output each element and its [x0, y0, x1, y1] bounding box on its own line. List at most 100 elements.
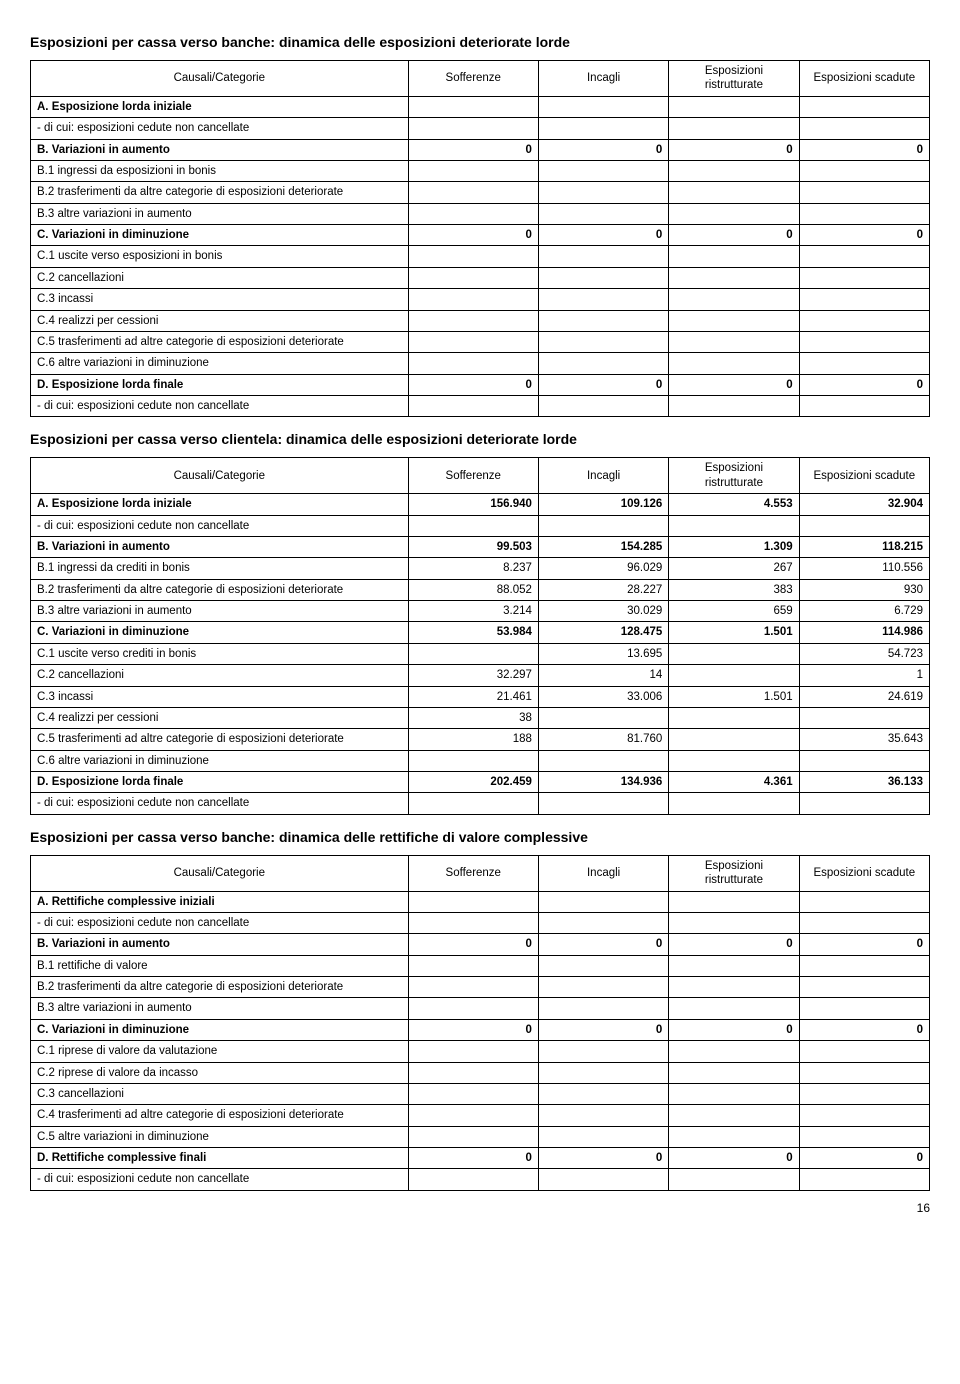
row-value [408, 515, 538, 536]
row-label: C.6 altre variazioni in diminuzione [31, 353, 409, 374]
row-value: 0 [408, 374, 538, 395]
row-value: 1.309 [669, 536, 799, 557]
table-row: C.3 cancellazioni [31, 1083, 930, 1104]
row-label: B.3 altre variazioni in aumento [31, 203, 409, 224]
row-value [799, 707, 929, 728]
row-value: 1.501 [669, 622, 799, 643]
row-value [669, 793, 799, 814]
table-row: B.1 ingressi da esposizioni in bonis [31, 160, 930, 181]
row-value [538, 912, 668, 933]
row-value: 202.459 [408, 772, 538, 793]
row-value [408, 1126, 538, 1147]
row-value [538, 707, 668, 728]
row-label: C.5 trasferimenti ad altre categorie di … [31, 331, 409, 352]
col-esp-ristrutturate: Esposizioni ristrutturate [669, 855, 799, 891]
row-value: 0 [538, 934, 668, 955]
row-value [799, 750, 929, 771]
row-value [669, 118, 799, 139]
row-value: 3.214 [408, 601, 538, 622]
row-value: 134.936 [538, 772, 668, 793]
col-esp-scadute: Esposizioni scadute [799, 458, 929, 494]
row-value [669, 1083, 799, 1104]
row-label: - di cui: esposizioni cedute non cancell… [31, 515, 409, 536]
row-value: 383 [669, 579, 799, 600]
col-causali: Causali/Categorie [31, 458, 409, 494]
row-value: 35.643 [799, 729, 929, 750]
row-label: - di cui: esposizioni cedute non cancell… [31, 118, 409, 139]
row-label: - di cui: esposizioni cedute non cancell… [31, 1169, 409, 1190]
row-value: 659 [669, 601, 799, 622]
row-value [408, 643, 538, 664]
row-value [669, 515, 799, 536]
row-value [799, 912, 929, 933]
row-value [408, 1041, 538, 1062]
table-row: A. Esposizione lorda iniziale [31, 96, 930, 117]
row-value [408, 118, 538, 139]
row-value: 0 [669, 225, 799, 246]
row-label: A. Rettifiche complessive iniziali [31, 891, 409, 912]
row-label: - di cui: esposizioni cedute non cancell… [31, 396, 409, 417]
table-row: C.2 cancellazioni [31, 267, 930, 288]
table-row: - di cui: esposizioni cedute non cancell… [31, 515, 930, 536]
row-label: B. Variazioni in aumento [31, 934, 409, 955]
row-label: C.3 incassi [31, 289, 409, 310]
col-sofferenze: Sofferenze [408, 458, 538, 494]
row-value [799, 310, 929, 331]
row-label: B.1 rettifiche di valore [31, 955, 409, 976]
row-label: C. Variazioni in diminuzione [31, 225, 409, 246]
row-label: C.4 realizzi per cessioni [31, 707, 409, 728]
row-value [669, 729, 799, 750]
col-causali: Causali/Categorie [31, 855, 409, 891]
row-label: C. Variazioni in diminuzione [31, 1019, 409, 1040]
row-value [538, 289, 668, 310]
row-value [538, 955, 668, 976]
row-label: - di cui: esposizioni cedute non cancell… [31, 912, 409, 933]
row-value [538, 1126, 668, 1147]
row-value: 53.984 [408, 622, 538, 643]
row-label: B.1 ingressi da esposizioni in bonis [31, 160, 409, 181]
row-value [799, 1083, 929, 1104]
row-value [538, 310, 668, 331]
row-value: 156.940 [408, 494, 538, 515]
row-value [408, 1169, 538, 1190]
table-row: C.3 incassi [31, 289, 930, 310]
row-value [538, 998, 668, 1019]
table-row: D. Esposizione lorda finale0000 [31, 374, 930, 395]
row-value: 0 [408, 934, 538, 955]
row-label: C.6 altre variazioni in diminuzione [31, 750, 409, 771]
row-value: 0 [799, 1019, 929, 1040]
table-row: C.1 uscite verso crediti in bonis13.6955… [31, 643, 930, 664]
row-value [408, 977, 538, 998]
table-row: - di cui: esposizioni cedute non cancell… [31, 118, 930, 139]
row-value [799, 203, 929, 224]
row-value [408, 891, 538, 912]
row-value: 8.237 [408, 558, 538, 579]
row-value [799, 1105, 929, 1126]
table-row: A. Esposizione lorda iniziale156.940109.… [31, 494, 930, 515]
table-row: D. Esposizione lorda finale202.459134.93… [31, 772, 930, 793]
row-value [799, 1041, 929, 1062]
row-value [538, 977, 668, 998]
row-value [669, 1126, 799, 1147]
row-label: C.3 incassi [31, 686, 409, 707]
col-esp-scadute: Esposizioni scadute [799, 855, 929, 891]
row-value [669, 707, 799, 728]
row-label: C.2 cancellazioni [31, 665, 409, 686]
row-value [799, 160, 929, 181]
row-value [669, 998, 799, 1019]
row-value [799, 1062, 929, 1083]
row-value [669, 643, 799, 664]
row-value: 32.904 [799, 494, 929, 515]
row-value [669, 1062, 799, 1083]
table-row: C. Variazioni in diminuzione0000 [31, 225, 930, 246]
row-label: C.5 trasferimenti ad altre categorie di … [31, 729, 409, 750]
row-value [799, 289, 929, 310]
row-value [408, 750, 538, 771]
row-label: B.3 altre variazioni in aumento [31, 998, 409, 1019]
col-incagli: Incagli [538, 855, 668, 891]
row-value: 110.556 [799, 558, 929, 579]
row-value: 0 [538, 1148, 668, 1169]
row-label: C.1 uscite verso crediti in bonis [31, 643, 409, 664]
row-value [669, 750, 799, 771]
table-header-row: Causali/Categorie Sofferenze Incagli Esp… [31, 458, 930, 494]
